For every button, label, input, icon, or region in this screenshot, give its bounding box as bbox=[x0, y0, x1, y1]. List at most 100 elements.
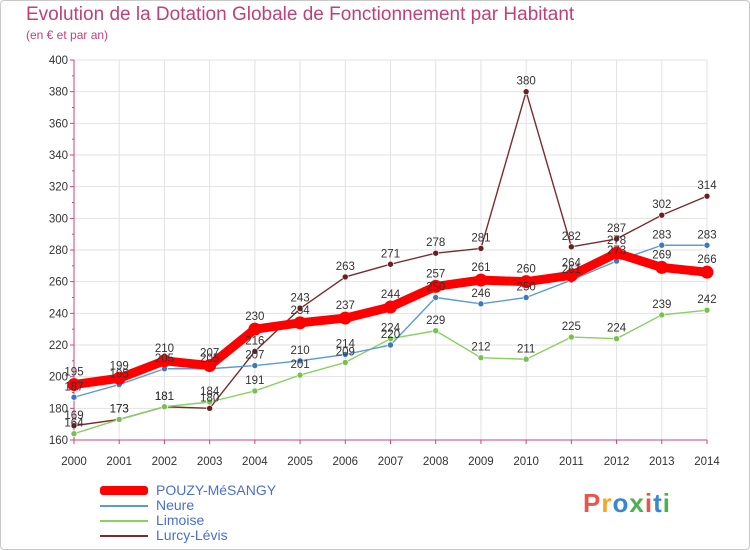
x-tick-label-2001: 2001 bbox=[106, 456, 132, 468]
x-tick-label-2010: 2010 bbox=[513, 456, 539, 468]
legend: POUZY-MéSANGY Neure Limoise Lurcy-Lévis bbox=[100, 482, 360, 543]
data-label-neure-2008: 250 bbox=[426, 282, 445, 294]
chart-title: Evolution de la Dotation Globale de Fonc… bbox=[26, 4, 575, 25]
data-label-lurcy-2006: 263 bbox=[336, 261, 355, 273]
point-neure-2004 bbox=[251, 362, 259, 369]
legend-label-neure: Neure bbox=[156, 497, 195, 513]
point-lurcy-2005 bbox=[296, 305, 304, 312]
proxiti-logo: Proxiti bbox=[583, 488, 671, 519]
data-label-pouzy-2008: 257 bbox=[426, 268, 445, 280]
point-pouzy-2001 bbox=[112, 371, 126, 385]
y-tick-label-240: 240 bbox=[49, 308, 68, 320]
data-label-limoise-2012: 224 bbox=[607, 323, 627, 335]
y-tick-label-380: 380 bbox=[49, 87, 68, 99]
data-label-pouzy-2007: 244 bbox=[381, 289, 401, 301]
point-limoise-2006 bbox=[341, 359, 349, 366]
point-lurcy-2003 bbox=[206, 405, 213, 412]
y-tick-label-300: 300 bbox=[49, 213, 68, 225]
point-limoise-2003 bbox=[206, 398, 213, 406]
chart-subtitle: (en € et par an) bbox=[26, 28, 109, 42]
data-label-pouzy-2002: 210 bbox=[155, 343, 174, 355]
data-label-neure-2012: 273 bbox=[607, 245, 626, 257]
point-pouzy-2014 bbox=[700, 265, 714, 279]
point-pouzy-2003 bbox=[203, 359, 217, 373]
logo-letter: P bbox=[583, 488, 602, 518]
point-lurcy-2013 bbox=[658, 211, 666, 219]
data-label-neure-2013: 283 bbox=[652, 229, 671, 241]
legend-swatch-pouzy bbox=[100, 486, 148, 495]
data-label-lurcy-2011: 282 bbox=[562, 231, 581, 243]
data-label-neure-2005: 210 bbox=[290, 345, 309, 357]
data-label-limoise-2008: 229 bbox=[426, 315, 445, 327]
legend-label-limoise: Limoise bbox=[156, 512, 205, 528]
x-tick-label-2005: 2005 bbox=[287, 456, 313, 468]
point-neure-2005 bbox=[296, 357, 304, 365]
x-tick-label-2012: 2012 bbox=[604, 456, 630, 468]
legend-swatch-neure bbox=[100, 505, 148, 507]
point-neure-2013 bbox=[658, 241, 666, 249]
point-neure-2010 bbox=[522, 294, 530, 301]
data-label-neure-2014: 283 bbox=[697, 229, 716, 241]
data-label-neure-2006: 214 bbox=[336, 339, 356, 351]
y-tick-labels: 160 180 200 220 240 260 280 300 320 340 360 380 400 bbox=[49, 55, 68, 447]
legend-label-pouzy: POUZY-MéSANGY bbox=[156, 482, 277, 498]
x-tick-label-2011: 2011 bbox=[559, 456, 584, 468]
point-pouzy-2004 bbox=[248, 322, 262, 336]
point-neure-2000 bbox=[70, 393, 78, 401]
point-pouzy-2013 bbox=[655, 260, 669, 274]
logo-letter: o bbox=[612, 488, 630, 518]
data-label-pouzy-2010: 260 bbox=[517, 264, 536, 276]
x-tick-label-2009: 2009 bbox=[468, 456, 494, 468]
data-label-neure-2002: 205 bbox=[155, 353, 174, 365]
point-lurcy-2000 bbox=[70, 422, 78, 430]
y-tick-label-360: 360 bbox=[49, 118, 68, 130]
data-label-limoise-2003: 184 bbox=[200, 386, 220, 398]
data-label-limoise-2011: 225 bbox=[562, 321, 581, 333]
axes bbox=[70, 59, 708, 444]
data-label-lurcy-2008: 278 bbox=[426, 237, 445, 249]
legend-item-pouzy: POUZY-MéSANGY bbox=[100, 482, 360, 498]
data-label-lurcy-2000: 169 bbox=[64, 410, 83, 422]
data-label-limoise-2006: 209 bbox=[336, 346, 355, 358]
point-pouzy-2007 bbox=[384, 300, 397, 314]
data-label-lurcy-2002: 181 bbox=[155, 391, 174, 403]
point-pouzy-2005 bbox=[293, 316, 307, 330]
y-tick-label-200: 200 bbox=[49, 372, 68, 384]
point-pouzy-2012 bbox=[610, 246, 624, 260]
series-points bbox=[67, 88, 714, 437]
data-label-neure-2000: 187 bbox=[64, 381, 83, 393]
data-label-pouzy-2006: 237 bbox=[336, 300, 355, 312]
data-label-pouzy-2014: 266 bbox=[697, 254, 716, 266]
point-lurcy-2014 bbox=[703, 192, 711, 200]
x-tick-label-2008: 2008 bbox=[423, 456, 449, 468]
point-neure-2008 bbox=[432, 294, 440, 301]
data-label-pouzy-2011: 264 bbox=[562, 257, 582, 269]
y-tick-label-260: 260 bbox=[49, 277, 68, 289]
point-lurcy-2010 bbox=[522, 88, 530, 95]
data-label-pouzy-2009: 261 bbox=[471, 262, 490, 274]
point-limoise-2009 bbox=[477, 354, 485, 361]
x-tick-label-2007: 2007 bbox=[378, 456, 404, 468]
legend-item-neure: Neure bbox=[100, 497, 360, 513]
legend-swatch-limoise bbox=[100, 520, 148, 522]
point-limoise-2000 bbox=[70, 430, 78, 437]
point-lurcy-2004 bbox=[251, 348, 259, 355]
x-tick-label-2003: 2003 bbox=[197, 456, 223, 468]
data-label-lurcy-2005: 243 bbox=[290, 293, 309, 305]
point-neure-2007 bbox=[387, 341, 394, 349]
point-lurcy-2011 bbox=[568, 243, 575, 251]
x-tick-label-2014: 2014 bbox=[694, 456, 720, 468]
point-lurcy-2007 bbox=[387, 260, 394, 268]
data-label-limoise-2001: 173 bbox=[110, 403, 129, 415]
point-neure-2009 bbox=[477, 300, 485, 308]
legend-item-limoise: Limoise bbox=[100, 512, 360, 528]
point-neure-2006 bbox=[341, 351, 349, 358]
logo-letter: r bbox=[601, 488, 613, 518]
point-pouzy-2006 bbox=[338, 311, 352, 325]
y-tick-label-400: 400 bbox=[49, 55, 68, 67]
point-limoise-2013 bbox=[658, 311, 666, 319]
legend-swatch-lurcy bbox=[100, 535, 148, 537]
point-pouzy-2002 bbox=[157, 354, 171, 368]
data-label-limoise-2005: 201 bbox=[290, 359, 309, 371]
